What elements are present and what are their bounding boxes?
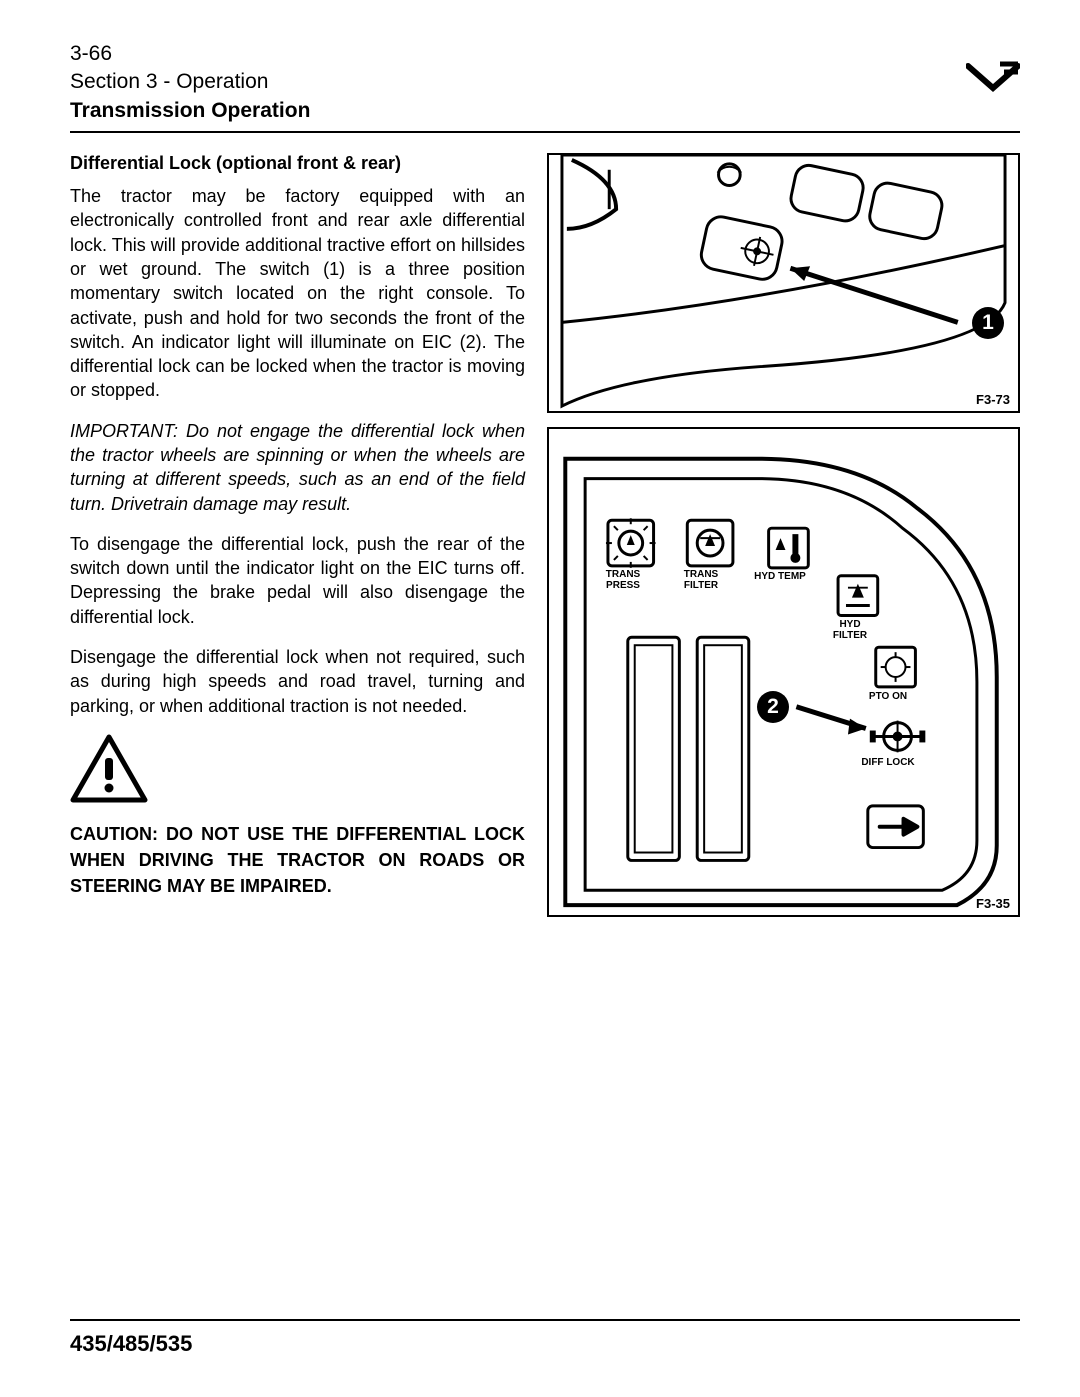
paragraph-4: Disengage the differential lock when not…	[70, 645, 525, 718]
page-number: 3-66	[70, 40, 310, 68]
figure-eic-panel: TRANS PRESS TRANS FILTER HYD TEMP HYD FI…	[547, 427, 1020, 917]
page-footer: 435/485/535	[70, 1319, 1020, 1357]
label-pto-on: PTO ON	[865, 691, 911, 702]
model-numbers: 435/485/535	[70, 1331, 192, 1356]
sub-heading: Differential Lock (optional front & rear…	[70, 153, 525, 174]
eic-panel-diagram-icon	[549, 429, 1018, 915]
label-diff-lock: DIFF LOCK	[857, 757, 919, 768]
figure-1-label: F3-73	[976, 392, 1010, 407]
section-label: Section 3 - Operation	[70, 68, 310, 96]
console-diagram-icon	[549, 155, 1018, 411]
label-hyd-temp: HYD TEMP	[753, 571, 807, 582]
paragraph-1: The tractor may be factory equipped with…	[70, 184, 525, 403]
paragraph-important: IMPORTANT: Do not engage the differentia…	[70, 419, 525, 516]
figure-2-label: F3-35	[976, 896, 1010, 911]
caution-triangle-icon	[70, 734, 148, 809]
right-column: 1 F3-73	[547, 153, 1020, 931]
left-column: Differential Lock (optional front & rear…	[70, 153, 525, 931]
header-text: 3-66 Section 3 - Operation Transmission …	[70, 40, 310, 125]
label-hyd-filter: HYD FILTER	[821, 619, 879, 641]
brand-logo-icon	[966, 58, 1020, 97]
label-trans-filter: TRANS FILTER	[669, 569, 733, 591]
paragraph-3: To disengage the differential lock, push…	[70, 532, 525, 629]
content-area: Differential Lock (optional front & rear…	[70, 153, 1020, 931]
callout-1: 1	[972, 307, 1004, 339]
callout-2: 2	[757, 691, 789, 723]
figure-console: 1 F3-73	[547, 153, 1020, 413]
caution-text: CAUTION: DO NOT USE THE DIFFERENTIAL LOC…	[70, 821, 525, 899]
page-header: 3-66 Section 3 - Operation Transmission …	[70, 40, 1020, 133]
label-trans-press: TRANS PRESS	[593, 569, 653, 591]
section-title: Transmission Operation	[70, 97, 310, 125]
